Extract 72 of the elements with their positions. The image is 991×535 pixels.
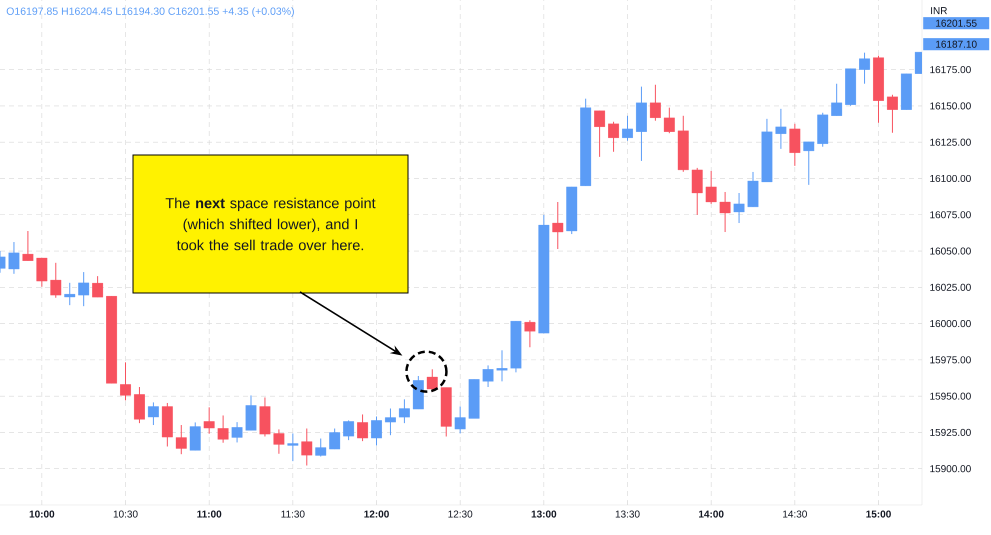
candlestick (524, 320, 536, 348)
candlestick (64, 282, 76, 306)
y-tick-label: 15950.00 (930, 392, 971, 400)
candlestick (301, 428, 312, 466)
candlestick (803, 141, 814, 186)
candlestick (232, 422, 243, 443)
y-tick-label: 16025.00 (930, 284, 971, 291)
y-tick-label: 16100.00 (930, 174, 971, 182)
candlestick (36, 258, 48, 288)
x-tick-label: 13:00 (532, 510, 556, 518)
candlestick (176, 424, 187, 455)
candlestick (315, 438, 326, 458)
x-tick-label: 14:00 (699, 510, 724, 518)
x-tick-label: 11:00 (197, 510, 222, 518)
candlestick (594, 110, 606, 158)
candlestick (664, 107, 675, 134)
candlestick (343, 420, 354, 441)
candlestick (78, 272, 90, 307)
candlestick (273, 428, 284, 454)
candlestick (385, 408, 396, 436)
x-tick-label: 11:30 (281, 510, 305, 518)
x-tick-label: 14:30 (783, 510, 807, 518)
candlestick (720, 191, 731, 233)
candlestick (371, 416, 382, 446)
y-tick-label: 15925.00 (930, 428, 971, 436)
y-tick-label: 16150.00 (930, 102, 971, 110)
candlestick (692, 167, 703, 216)
candlestick (831, 83, 842, 116)
y-tick-label: 15900.00 (930, 465, 971, 472)
candlestick (886, 94, 898, 134)
x-tick-label: 12:30 (448, 510, 472, 518)
candlestick (204, 406, 215, 434)
candlestick (496, 350, 508, 382)
y-tick-label: 16075.00 (930, 211, 971, 218)
candlestick (218, 414, 229, 444)
annotation: The next space resistance point (which shifted lower), and I took the sell trade over here. (166, 198, 376, 250)
x-tick-label: 10:00 (30, 510, 54, 518)
y-tick-label: 16175.00 (930, 66, 971, 74)
text: 16187.10 (936, 40, 977, 48)
candlestick (357, 414, 368, 442)
y-tick-label: 16050.00 (930, 248, 971, 255)
candlestick (50, 262, 62, 298)
candlestick (190, 422, 201, 451)
candlestick (859, 52, 870, 84)
candlestick (622, 115, 633, 142)
y-tick-label: 16000.00 (930, 320, 971, 328)
candlestick (454, 406, 466, 434)
candlestick (287, 432, 298, 462)
y-axis-title: INR (931, 7, 947, 14)
candlestick (398, 398, 410, 424)
candlestick (148, 402, 159, 426)
candlestick (608, 121, 620, 152)
candlestick (789, 123, 800, 166)
candlestick (120, 362, 131, 401)
x-tick-label: 12:00 (364, 510, 389, 518)
candlestick (775, 108, 786, 150)
candlestick (329, 428, 340, 450)
candlestick (8, 242, 20, 274)
x-tick-label: 10:30 (114, 510, 138, 518)
candlestick (92, 276, 104, 298)
y-tick-label: 15975.00 (930, 356, 971, 364)
candlestick (734, 192, 745, 224)
y-tick-label: 16125.00 (930, 138, 971, 146)
text: 16201.55 (936, 20, 977, 27)
candlestick (22, 230, 34, 262)
x-tick-label: 15:00 (866, 510, 891, 518)
candlestick (552, 201, 564, 250)
x-tick-label: 13:30 (616, 510, 640, 518)
candlestick (482, 364, 494, 388)
candlestick (706, 170, 717, 204)
candlestick (650, 84, 661, 122)
text: O16197.85 H16204.45 L16194.30 C16201.55 +4.35 (+0.03%) (6, 7, 294, 17)
